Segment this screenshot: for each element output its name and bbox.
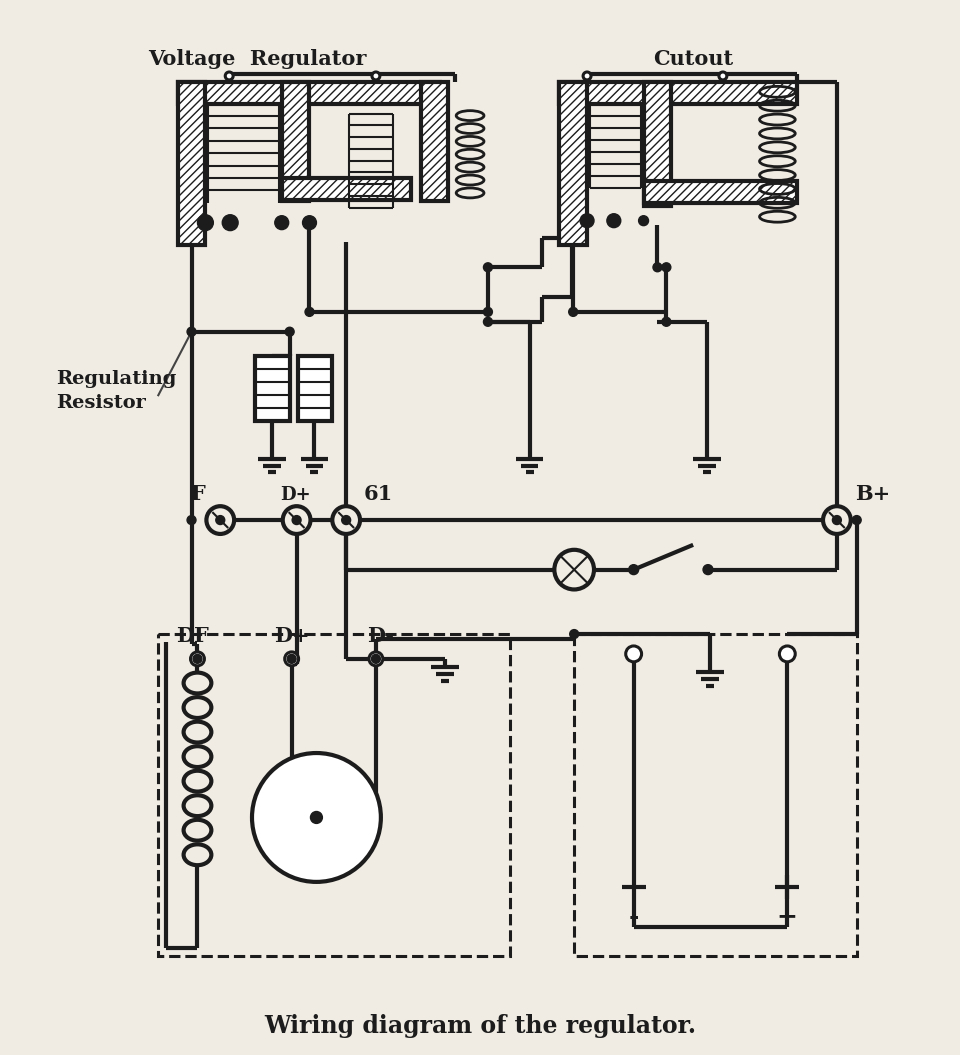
- Circle shape: [484, 263, 492, 272]
- Circle shape: [554, 550, 594, 590]
- Circle shape: [484, 307, 492, 316]
- Bar: [281, 82, 309, 200]
- Bar: [643, 82, 671, 206]
- Text: +: +: [777, 904, 798, 928]
- Circle shape: [369, 652, 383, 666]
- Circle shape: [216, 516, 225, 524]
- Text: D+: D+: [274, 626, 309, 646]
- Circle shape: [653, 263, 661, 272]
- Circle shape: [638, 215, 649, 226]
- Circle shape: [223, 215, 238, 231]
- Text: Regulating
Resistor: Regulating Resistor: [56, 370, 176, 413]
- Circle shape: [302, 215, 317, 230]
- Circle shape: [484, 318, 492, 326]
- Circle shape: [193, 654, 202, 664]
- Text: DF: DF: [176, 626, 209, 646]
- Bar: [574, 634, 856, 956]
- Circle shape: [580, 214, 594, 228]
- Circle shape: [626, 646, 641, 661]
- Circle shape: [607, 214, 621, 228]
- Circle shape: [206, 506, 234, 534]
- Text: F: F: [191, 484, 205, 504]
- Circle shape: [719, 72, 727, 80]
- Text: -: -: [629, 904, 638, 928]
- Circle shape: [583, 72, 591, 80]
- Circle shape: [292, 516, 301, 524]
- Circle shape: [287, 654, 296, 664]
- Circle shape: [283, 506, 310, 534]
- Bar: [281, 178, 411, 199]
- Circle shape: [823, 506, 851, 534]
- Circle shape: [661, 263, 671, 272]
- Circle shape: [780, 646, 795, 661]
- Circle shape: [703, 564, 713, 575]
- Circle shape: [569, 630, 579, 638]
- Bar: [178, 82, 205, 246]
- Circle shape: [342, 516, 350, 524]
- Circle shape: [852, 516, 861, 524]
- Text: Wiring diagram of the regulator.: Wiring diagram of the regulator.: [264, 1014, 696, 1038]
- Bar: [178, 82, 441, 103]
- Circle shape: [310, 811, 323, 823]
- Circle shape: [285, 652, 299, 666]
- Circle shape: [661, 318, 671, 326]
- Circle shape: [332, 506, 360, 534]
- Circle shape: [285, 327, 294, 337]
- Circle shape: [226, 72, 233, 80]
- Text: 61: 61: [364, 484, 394, 504]
- Text: B+: B+: [854, 484, 890, 504]
- Text: Voltage  Regulator: Voltage Regulator: [148, 50, 366, 69]
- Circle shape: [372, 654, 380, 664]
- Text: Cutout: Cutout: [653, 50, 733, 69]
- Circle shape: [629, 564, 638, 575]
- Bar: [560, 82, 797, 103]
- Circle shape: [275, 215, 289, 230]
- Circle shape: [252, 753, 381, 882]
- Bar: [255, 357, 290, 421]
- Circle shape: [568, 307, 578, 316]
- Bar: [643, 181, 797, 203]
- Bar: [157, 634, 510, 956]
- Circle shape: [187, 516, 196, 524]
- Circle shape: [305, 307, 314, 316]
- Text: D+: D+: [280, 486, 311, 504]
- Bar: [298, 357, 332, 421]
- Circle shape: [372, 72, 380, 80]
- Circle shape: [198, 215, 213, 231]
- Text: D-: D-: [368, 626, 395, 646]
- Bar: [420, 82, 448, 200]
- Bar: [560, 82, 588, 246]
- Circle shape: [832, 516, 841, 524]
- Circle shape: [190, 652, 204, 666]
- Circle shape: [187, 327, 196, 337]
